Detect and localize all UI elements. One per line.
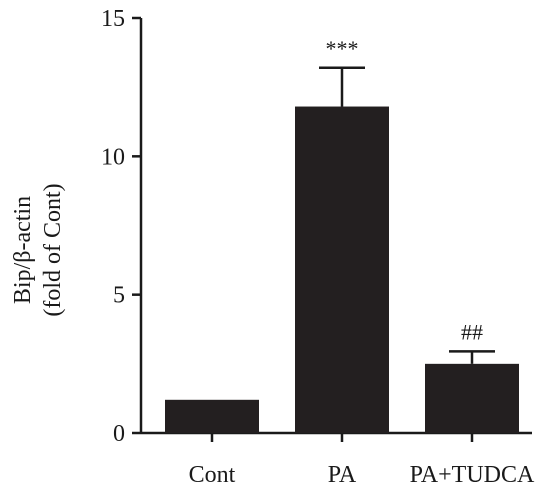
bar-cont bbox=[165, 399, 259, 433]
y-axis-title-line-1: Bip/β-actin bbox=[10, 196, 36, 304]
bar-pa-tudca bbox=[425, 363, 519, 433]
significance-label: ## bbox=[461, 319, 483, 344]
y-tick-label: 5 bbox=[113, 283, 125, 309]
y-axis-title: Bip/β-actin (fold of Cont) bbox=[10, 183, 66, 316]
x-tick-label: Cont bbox=[189, 462, 236, 488]
bar-pa bbox=[295, 106, 389, 434]
significance-label: *** bbox=[326, 36, 359, 61]
x-tick-label: PA+TUDCA bbox=[410, 462, 535, 488]
plot-area: 0 5 10 15 Cont PA *** PA+TUDCA ## bbox=[101, 6, 535, 488]
y-tick-label: 15 bbox=[101, 6, 125, 32]
y-tick-label: 10 bbox=[101, 144, 125, 170]
y-axis-title-line-2: (fold of Cont) bbox=[40, 183, 66, 316]
y-tick-label: 0 bbox=[113, 421, 125, 447]
x-tick-label: PA bbox=[328, 462, 357, 488]
